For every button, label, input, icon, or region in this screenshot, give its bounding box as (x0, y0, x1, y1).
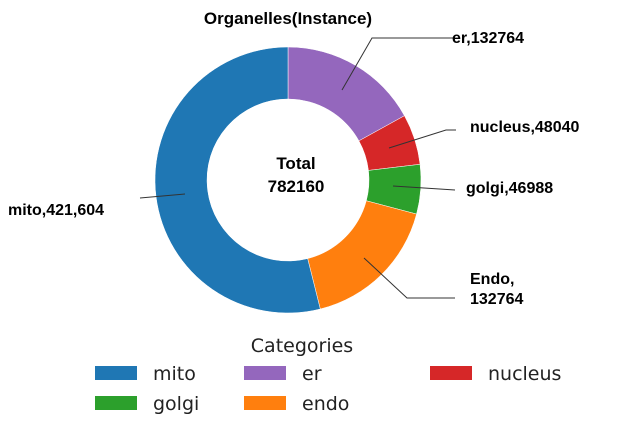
legend-label-nucleus: nucleus (488, 363, 561, 385)
callout-label-er: er,132764 (452, 30, 524, 47)
callout-line: 132764 (470, 291, 523, 308)
callout-label-golgi: golgi,46988 (466, 180, 553, 197)
callout-label-endo: Endo, 132764 (470, 271, 523, 308)
callout-label-nucleus: nucleus,48040 (470, 119, 580, 136)
leader-line-golgi (392, 185, 456, 191)
leader-line-endo (363, 257, 455, 299)
callout-labels: er,132764 nucleus,48040 golgi,46988 Endo, 13… (8, 30, 580, 308)
callout-line: mito,421,604 (8, 202, 104, 219)
chart-title: Organelles(Instance) (204, 9, 372, 28)
legend-swatch-er (244, 366, 286, 380)
leader-line-nucleus (388, 129, 456, 149)
legend-swatch-golgi (95, 396, 137, 410)
center-total-value: 782160 (268, 177, 325, 196)
slice-mito (154, 46, 321, 314)
donut-slices (154, 46, 422, 314)
callout-line: Endo, (470, 271, 514, 288)
legend: mito golgi er endo nucleus (95, 363, 561, 415)
callout-line: golgi,46988 (466, 180, 553, 197)
slice-endo (307, 200, 417, 310)
callout-leaders (139, 37, 456, 299)
leader-line-mito (139, 193, 186, 199)
legend-swatch-endo (244, 396, 286, 410)
legend-swatch-nucleus (430, 366, 472, 380)
legend-title: Categories (251, 335, 353, 357)
legend-label-er: er (302, 363, 322, 385)
leader-line-er (341, 37, 455, 91)
legend-label-mito: mito (153, 363, 196, 385)
center-total-label: Total (276, 154, 315, 173)
callout-line: nucleus,48040 (470, 119, 580, 136)
legend-swatch-mito (95, 366, 137, 380)
callout-line: er,132764 (452, 30, 524, 47)
legend-label-endo: endo (302, 393, 349, 415)
legend-label-golgi: golgi (153, 393, 199, 415)
callout-label-mito: mito,421,604 (8, 202, 104, 219)
